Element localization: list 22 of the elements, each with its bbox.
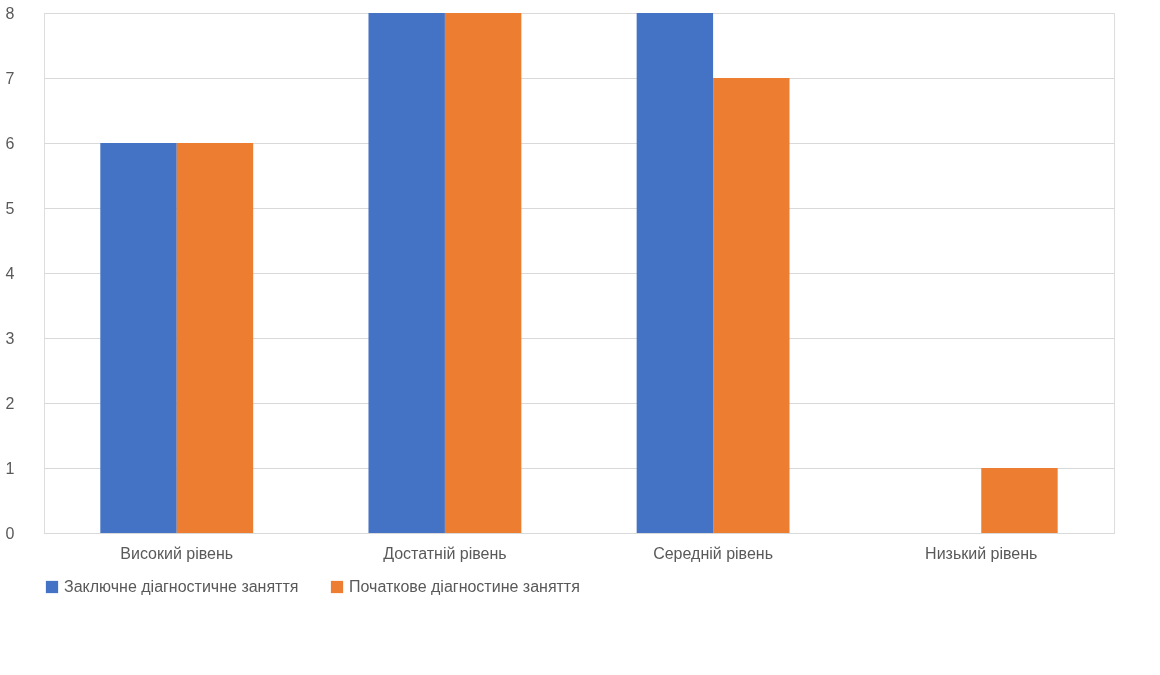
y-tick-label: 5 [5,199,15,217]
y-tick-label: 7 [5,69,15,87]
bar [176,143,254,533]
bar [100,143,177,533]
y-tick-label: 2 [5,394,15,412]
y-tick-label: 8 [5,4,15,22]
y-tick-label: 0 [5,524,15,542]
y-tick-label: 6 [5,134,15,152]
legend-label: Початкове діагностине заняття [349,578,580,595]
y-tick-label: 4 [5,264,15,282]
x-tick-label: Достатній рівень [383,544,507,562]
bar [368,13,445,533]
legend-label: Заключне діагностичне заняття [64,578,299,595]
y-tick-label: 3 [5,329,15,347]
x-tick-label: Середній рівень [653,544,774,562]
y-tick-label: 1 [5,459,15,477]
bar [444,13,522,533]
x-tick-label: Високий рівень [120,544,234,562]
bar [713,78,790,533]
bar [981,468,1058,533]
x-tick-label: Низький рівень [925,544,1038,562]
bar [636,13,714,533]
